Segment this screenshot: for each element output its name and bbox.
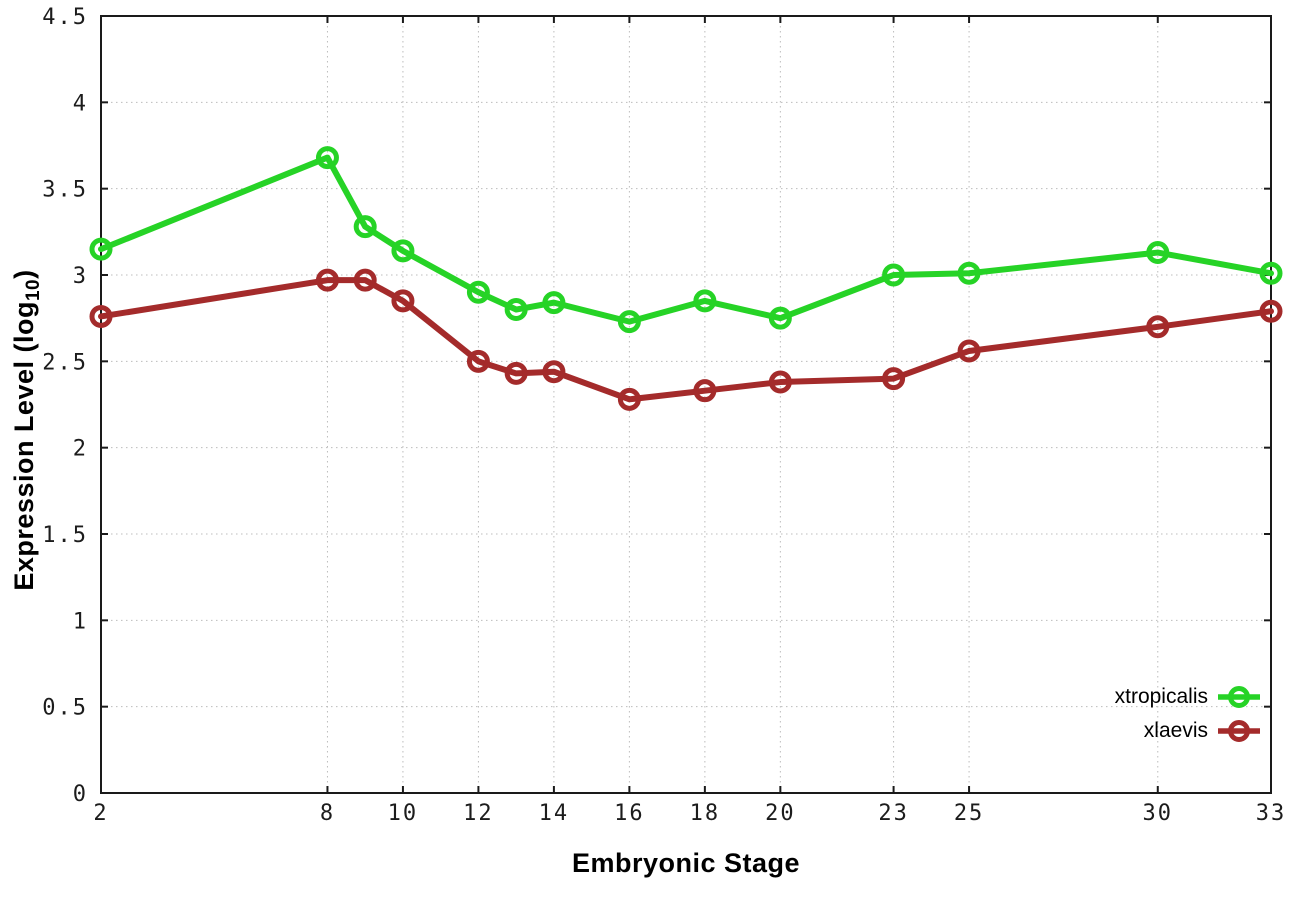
x-tick-label: 12: [463, 801, 494, 826]
data-point-xlaevis: [957, 339, 981, 363]
x-tick-label: 14: [539, 801, 570, 826]
x-tick-label: 8: [320, 801, 335, 826]
y-tick-label: 2: [73, 437, 88, 462]
data-point-xtropicalis: [1259, 261, 1283, 285]
y-axis-title-text: Expression Level (log: [8, 301, 39, 591]
y-axis-title: Expression Level (log10): [9, 269, 45, 590]
data-point-xlaevis: [768, 370, 792, 394]
data-point-xtropicalis: [353, 215, 377, 239]
legend-item-xlaevis: xlaevis: [1115, 716, 1260, 746]
x-tick-label: 20: [765, 801, 796, 826]
x-tick-label: 2: [93, 801, 108, 826]
plot-border: [100, 15, 1272, 794]
y-tick-label: 2.5: [42, 350, 88, 375]
y-axis-title-close: ): [8, 269, 39, 279]
x-tick-label: 16: [614, 801, 645, 826]
data-point-xlaevis: [882, 367, 906, 391]
x-tick-label: 23: [878, 801, 909, 826]
x-tick-label: 10: [388, 801, 419, 826]
data-point-xlaevis: [391, 289, 415, 313]
y-axis-title-subscript: 10: [23, 278, 45, 302]
data-point-xtropicalis: [466, 280, 490, 304]
x-tick-label: 25: [954, 801, 985, 826]
data-point-xlaevis: [617, 387, 641, 411]
legend: xtropicalis xlaevis: [1115, 682, 1260, 746]
legend-item-xtropicalis: xtropicalis: [1115, 682, 1260, 712]
legend-marker-xtropicalis-icon: [1218, 686, 1260, 708]
data-point-xlaevis: [466, 349, 490, 373]
legend-label-xtropicalis: xtropicalis: [1114, 685, 1208, 708]
legend-label-xlaevis: xlaevis: [1143, 719, 1208, 742]
legend-marker-xlaevis-icon: [1218, 720, 1260, 742]
y-tick-label: 4: [73, 91, 88, 116]
x-tick-label: 18: [690, 801, 721, 826]
data-point-xtropicalis: [89, 237, 113, 261]
data-point-xtropicalis: [882, 263, 906, 287]
data-point-xlaevis: [542, 360, 566, 384]
y-tick-label: 1.5: [42, 523, 88, 548]
y-tick-label: 0.5: [42, 696, 88, 721]
y-tick-label: 0: [73, 782, 88, 807]
series-line-xtropicalis: [98, 154, 1274, 325]
data-point-xtropicalis: [391, 239, 415, 263]
data-point-xtropicalis: [617, 310, 641, 334]
data-point-xlaevis: [89, 304, 113, 328]
data-point-xtropicalis: [315, 146, 339, 170]
data-point-xtropicalis: [957, 261, 981, 285]
data-point-xlaevis: [693, 379, 717, 403]
series-line-xlaevis: [98, 277, 1274, 403]
y-tick-label: 3.5: [42, 178, 88, 203]
data-point-xtropicalis: [542, 291, 566, 315]
y-tick-label: 1: [73, 609, 88, 634]
data-point-xlaevis: [504, 361, 528, 385]
data-point-xtropicalis: [1146, 241, 1170, 265]
x-axis-title: Embryonic Stage: [571, 848, 801, 878]
data-point-xlaevis: [315, 268, 339, 292]
data-point-xlaevis: [1146, 315, 1170, 339]
data-point-xlaevis: [1259, 299, 1283, 323]
y-tick-label: 4.5: [42, 5, 88, 30]
data-point-xtropicalis: [504, 298, 528, 322]
data-point-xlaevis: [353, 268, 377, 292]
x-tick-label: 30: [1143, 801, 1174, 826]
data-point-xtropicalis: [768, 306, 792, 330]
data-point-xtropicalis: [693, 289, 717, 313]
x-tick-label: 33: [1256, 801, 1287, 826]
y-tick-label: 3: [73, 264, 88, 289]
